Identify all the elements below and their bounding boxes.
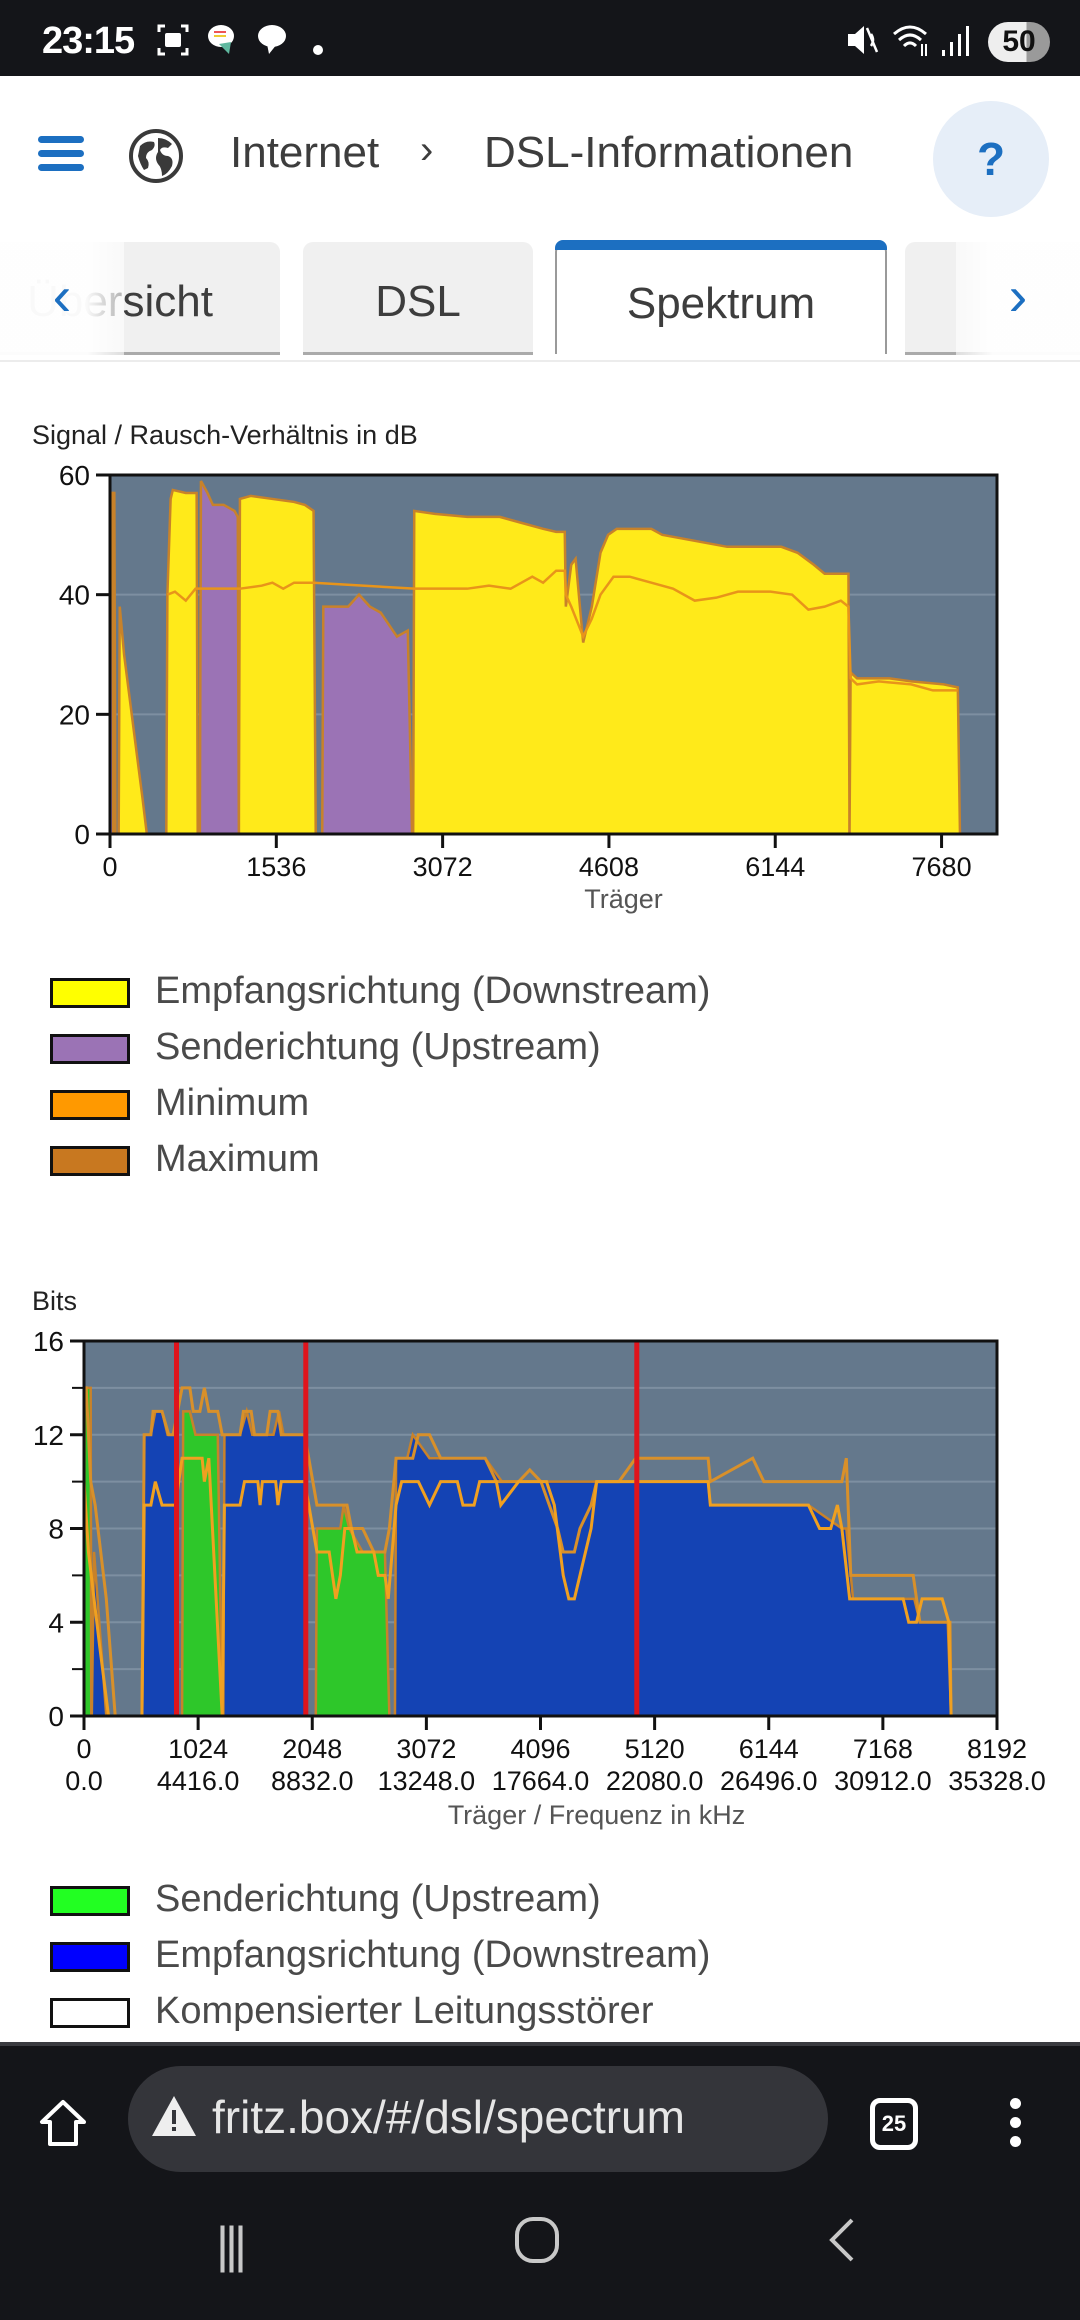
legend-swatch	[50, 1090, 130, 1120]
legend-swatch	[50, 1146, 130, 1176]
url-text[interactable]: fritz.box/#/dsl/spectrum	[212, 2091, 685, 2143]
back-button[interactable]	[826, 2216, 856, 2276]
x-tick-label: 4096	[510, 1734, 570, 1764]
page-title: DSL-Informationen	[484, 128, 854, 177]
x-tick-label: 1536	[246, 852, 306, 882]
x-tick-frequency-label: 22080.0	[606, 1766, 704, 1796]
wifi-icon	[892, 22, 932, 66]
status-bar: 23:15 50	[0, 0, 1080, 76]
more-options-icon[interactable]	[1010, 2098, 1022, 2155]
help-button[interactable]: ?	[933, 101, 1049, 217]
area-empfangsrichtung-downstream-	[222, 1406, 308, 1718]
x-axis-label: Träger	[584, 884, 663, 914]
y-tick-label: 20	[59, 699, 90, 730]
y-tick-label: 8	[48, 1514, 64, 1545]
bits-chart-title: Bits	[32, 1286, 78, 1316]
address-bar[interactable]: fritz.box/#/dsl/spectrum	[128, 2066, 828, 2172]
x-tick-label: 0	[76, 1734, 91, 1764]
x-tick-label: 3072	[413, 852, 473, 882]
x-axis-label: Träger / Frequenz in kHz	[448, 1800, 746, 1830]
x-tick-label: 6144	[739, 1734, 799, 1764]
x-tick-label: 7680	[912, 852, 972, 882]
warning-icon[interactable]	[150, 2092, 198, 2145]
x-tick-label: 3072	[396, 1734, 456, 1764]
dot-icon	[312, 30, 324, 64]
x-tick-label: 1024	[168, 1734, 228, 1764]
x-tick-frequency-label: 8832.0	[271, 1766, 354, 1796]
mute-icon	[845, 22, 879, 66]
area-empfangsrichtung-downstream-	[140, 1410, 178, 1718]
home-icon[interactable]	[38, 2098, 88, 2153]
recent-apps-button[interactable]: |||	[216, 2217, 247, 2273]
y-tick-label: 60	[59, 460, 90, 491]
breadcrumb-separator: ›	[420, 128, 434, 172]
x-tick-frequency-label: 13248.0	[378, 1766, 476, 1796]
plot-frame	[108, 473, 999, 836]
screenshot-icon	[155, 22, 191, 66]
legend-swatch	[50, 1034, 130, 1064]
y-tick-label: 0	[48, 1701, 64, 1732]
legend-swatch	[50, 1942, 130, 1972]
legend-swatch	[50, 1886, 130, 1916]
globe-icon	[128, 128, 184, 184]
tabs-next-button[interactable]: ›	[956, 236, 1080, 360]
x-tick-label: 7168	[853, 1734, 913, 1764]
x-tick-label: 4608	[579, 852, 639, 882]
x-tick-frequency-label: 26496.0	[720, 1766, 818, 1796]
x-tick-frequency-label: 30912.0	[834, 1766, 932, 1796]
area-senderichtung-upstream-	[320, 592, 414, 836]
x-tick-frequency-label: 35328.0	[948, 1766, 1046, 1796]
y-tick-label: 4	[48, 1607, 64, 1638]
x-tick-label: 0	[102, 852, 117, 882]
y-tick-label: 0	[74, 819, 90, 850]
area-empfangsrichtung-downstream-	[165, 488, 199, 836]
hamburger-icon[interactable]	[38, 136, 84, 172]
chat-bubble-icon	[205, 22, 243, 66]
legend-swatch	[50, 978, 130, 1008]
x-tick-label: 6144	[745, 852, 805, 882]
x-tick-frequency-label: 17664.0	[492, 1766, 590, 1796]
tabs-prev-button[interactable]: ‹	[0, 236, 124, 360]
snr-chart: 0 20 40 60 0 1536 3072 4608 6144 7680 Träger	[59, 460, 999, 914]
tab-spektrum[interactable]: Spektrum	[555, 240, 887, 354]
legend-swatch	[50, 1998, 130, 2028]
tab-dsl[interactable]: DSL	[303, 242, 533, 355]
y-tick-label: 16	[33, 1326, 64, 1357]
chevron-left-icon: ‹	[52, 264, 72, 327]
y-tick-label: 12	[33, 1420, 64, 1451]
breadcrumb-internet[interactable]: Internet	[230, 128, 380, 177]
tab-bar: Übersicht DSL Spektrum Statistik ‹ ›	[0, 236, 1080, 362]
area-senderichtung-upstream-	[198, 480, 241, 836]
app-header: Internet › DSL-Informationen ?	[0, 76, 1080, 236]
x-tick-label: 5120	[625, 1734, 685, 1764]
browser-toolbar: fritz.box/#/dsl/spectrum 25 |||	[0, 2042, 1080, 2320]
message-icon	[255, 22, 291, 66]
x-tick-frequency-label: 4416.0	[157, 1766, 240, 1796]
x-tick-label: 2048	[282, 1734, 342, 1764]
area-empfangsrichtung-downstream-	[411, 509, 851, 836]
battery-indicator: 50	[988, 22, 1050, 62]
x-tick-label: 8192	[967, 1734, 1027, 1764]
chevron-right-icon: ›	[1008, 264, 1028, 327]
snr-chart-title: Signal / Rausch-Verhältnis in dB	[32, 420, 418, 450]
signal-icon	[940, 22, 974, 66]
area-empfangsrichtung-downstream-	[237, 494, 317, 836]
nav-home-button[interactable]	[514, 2216, 560, 2276]
y-tick-label: 40	[59, 580, 90, 611]
clock: 23:15	[42, 20, 135, 62]
minimum-line	[82, 1456, 953, 1718]
minimum-line	[166, 569, 958, 692]
x-tick-frequency-label: 0.0	[65, 1766, 103, 1796]
tab-switcher-button[interactable]: 25	[870, 2098, 918, 2150]
bits-chart: 048121600.010244416.020488832.0307213248…	[33, 1326, 1046, 1830]
area-empfangsrichtung-downstream-	[848, 669, 962, 836]
